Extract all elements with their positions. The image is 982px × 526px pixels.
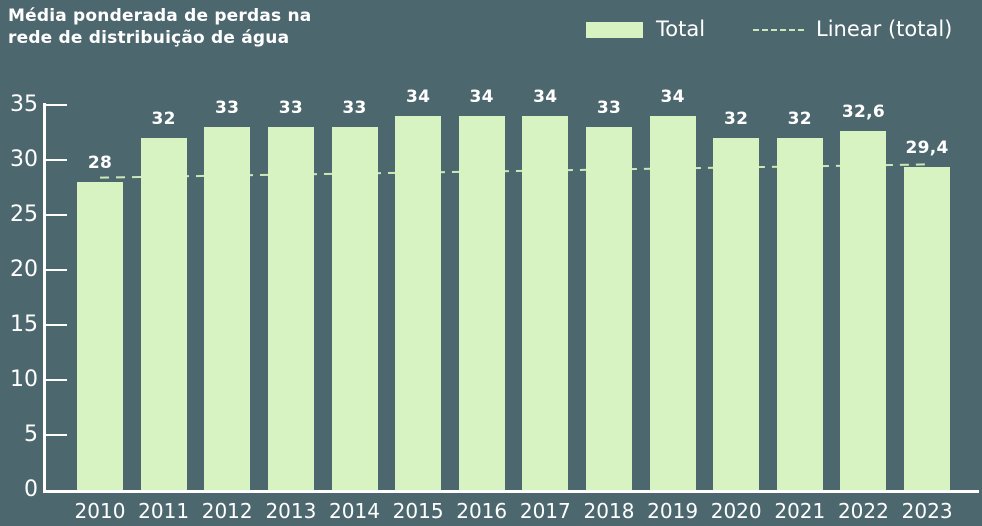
bar-2010	[77, 182, 123, 490]
y-tick-label-10: 10	[10, 367, 38, 392]
bar-2018	[586, 127, 632, 490]
bar-value-label-2015: 34	[405, 87, 431, 107]
y-tick-35	[44, 104, 67, 106]
x-axis-label-2013: 2013	[265, 499, 317, 523]
bar-2017	[522, 116, 569, 490]
y-tick-5	[44, 434, 67, 436]
x-axis-label-2014: 2014	[329, 499, 380, 523]
y-tick-15	[44, 324, 67, 326]
bar-value-label-2020: 32	[724, 109, 749, 129]
x-axis-label-2019: 2019	[647, 499, 699, 523]
y-tick-25	[44, 214, 67, 216]
chart-title: Média ponderada de perdas na rede de dis…	[8, 5, 311, 49]
x-axis-label-2016: 2016	[456, 499, 508, 523]
bar-2023	[904, 166, 951, 490]
bar-value-label-2010: 28	[87, 153, 113, 173]
y-axis-line	[43, 103, 46, 493]
bar-2012	[204, 127, 251, 490]
x-axis-label-2010: 2010	[74, 499, 126, 523]
bar-value-label-2021: 32	[787, 109, 812, 129]
x-axis-label-2022: 2022	[837, 499, 889, 523]
y-tick-label-5: 5	[24, 422, 38, 447]
y-tick-label-20: 20	[10, 257, 38, 282]
x-axis-label-2012: 2012	[201, 499, 253, 523]
chart-title-line2: rede de distribuição de água	[8, 28, 290, 48]
bar-value-label-2017: 34	[533, 87, 558, 107]
bar-2022	[840, 131, 887, 490]
chart-title-line1: Média ponderada de perdas na	[8, 6, 312, 26]
legend-total-label: Total	[656, 17, 706, 41]
y-tick-10	[44, 379, 67, 381]
x-axis-label-2017: 2017	[519, 499, 571, 523]
y-tick-20	[44, 269, 67, 271]
y-tick-30	[44, 159, 67, 161]
bar-value-label-2022: 32,6	[841, 102, 885, 123]
x-axis-line	[43, 490, 979, 493]
bar-value-label-2013: 33	[278, 98, 304, 118]
bar-2016	[458, 116, 505, 490]
bar-2015	[395, 116, 442, 490]
y-tick-label-30: 30	[10, 147, 38, 172]
bar-2020	[713, 138, 760, 490]
bar-value-label-2014: 33	[342, 98, 367, 118]
y-tick-label-35: 35	[10, 92, 38, 117]
y-tick-label-0: 0	[24, 477, 38, 502]
bar-value-label-2011: 32	[151, 109, 176, 129]
bar-2011	[140, 138, 187, 490]
x-axis-label-2011: 2011	[138, 499, 190, 523]
x-axis-label-2021: 2021	[774, 499, 826, 523]
bar-value-label-2023: 29,4	[905, 137, 949, 158]
y-tick-label-15: 15	[10, 312, 38, 337]
bar-2013	[267, 127, 314, 490]
legend-linear-dash-icon	[753, 29, 804, 31]
bar-value-label-2018: 33	[596, 98, 622, 118]
bar-value-label-2012: 33	[215, 98, 240, 118]
legend-total-swatch	[586, 22, 643, 38]
bar-2019	[649, 116, 696, 490]
x-axis-label-2023: 2023	[901, 499, 953, 523]
legend-linear-label: Linear (total)	[816, 17, 953, 41]
x-axis-label-2018: 2018	[583, 499, 635, 523]
bar-value-label-2019: 34	[660, 87, 685, 107]
x-axis-label-2015: 2015	[392, 499, 444, 523]
bar-value-label-2016: 34	[469, 87, 494, 107]
bar-2014	[331, 127, 378, 490]
bar-2021	[776, 138, 823, 490]
y-tick-label-25: 25	[10, 202, 38, 227]
x-axis-label-2020: 2020	[710, 499, 762, 523]
